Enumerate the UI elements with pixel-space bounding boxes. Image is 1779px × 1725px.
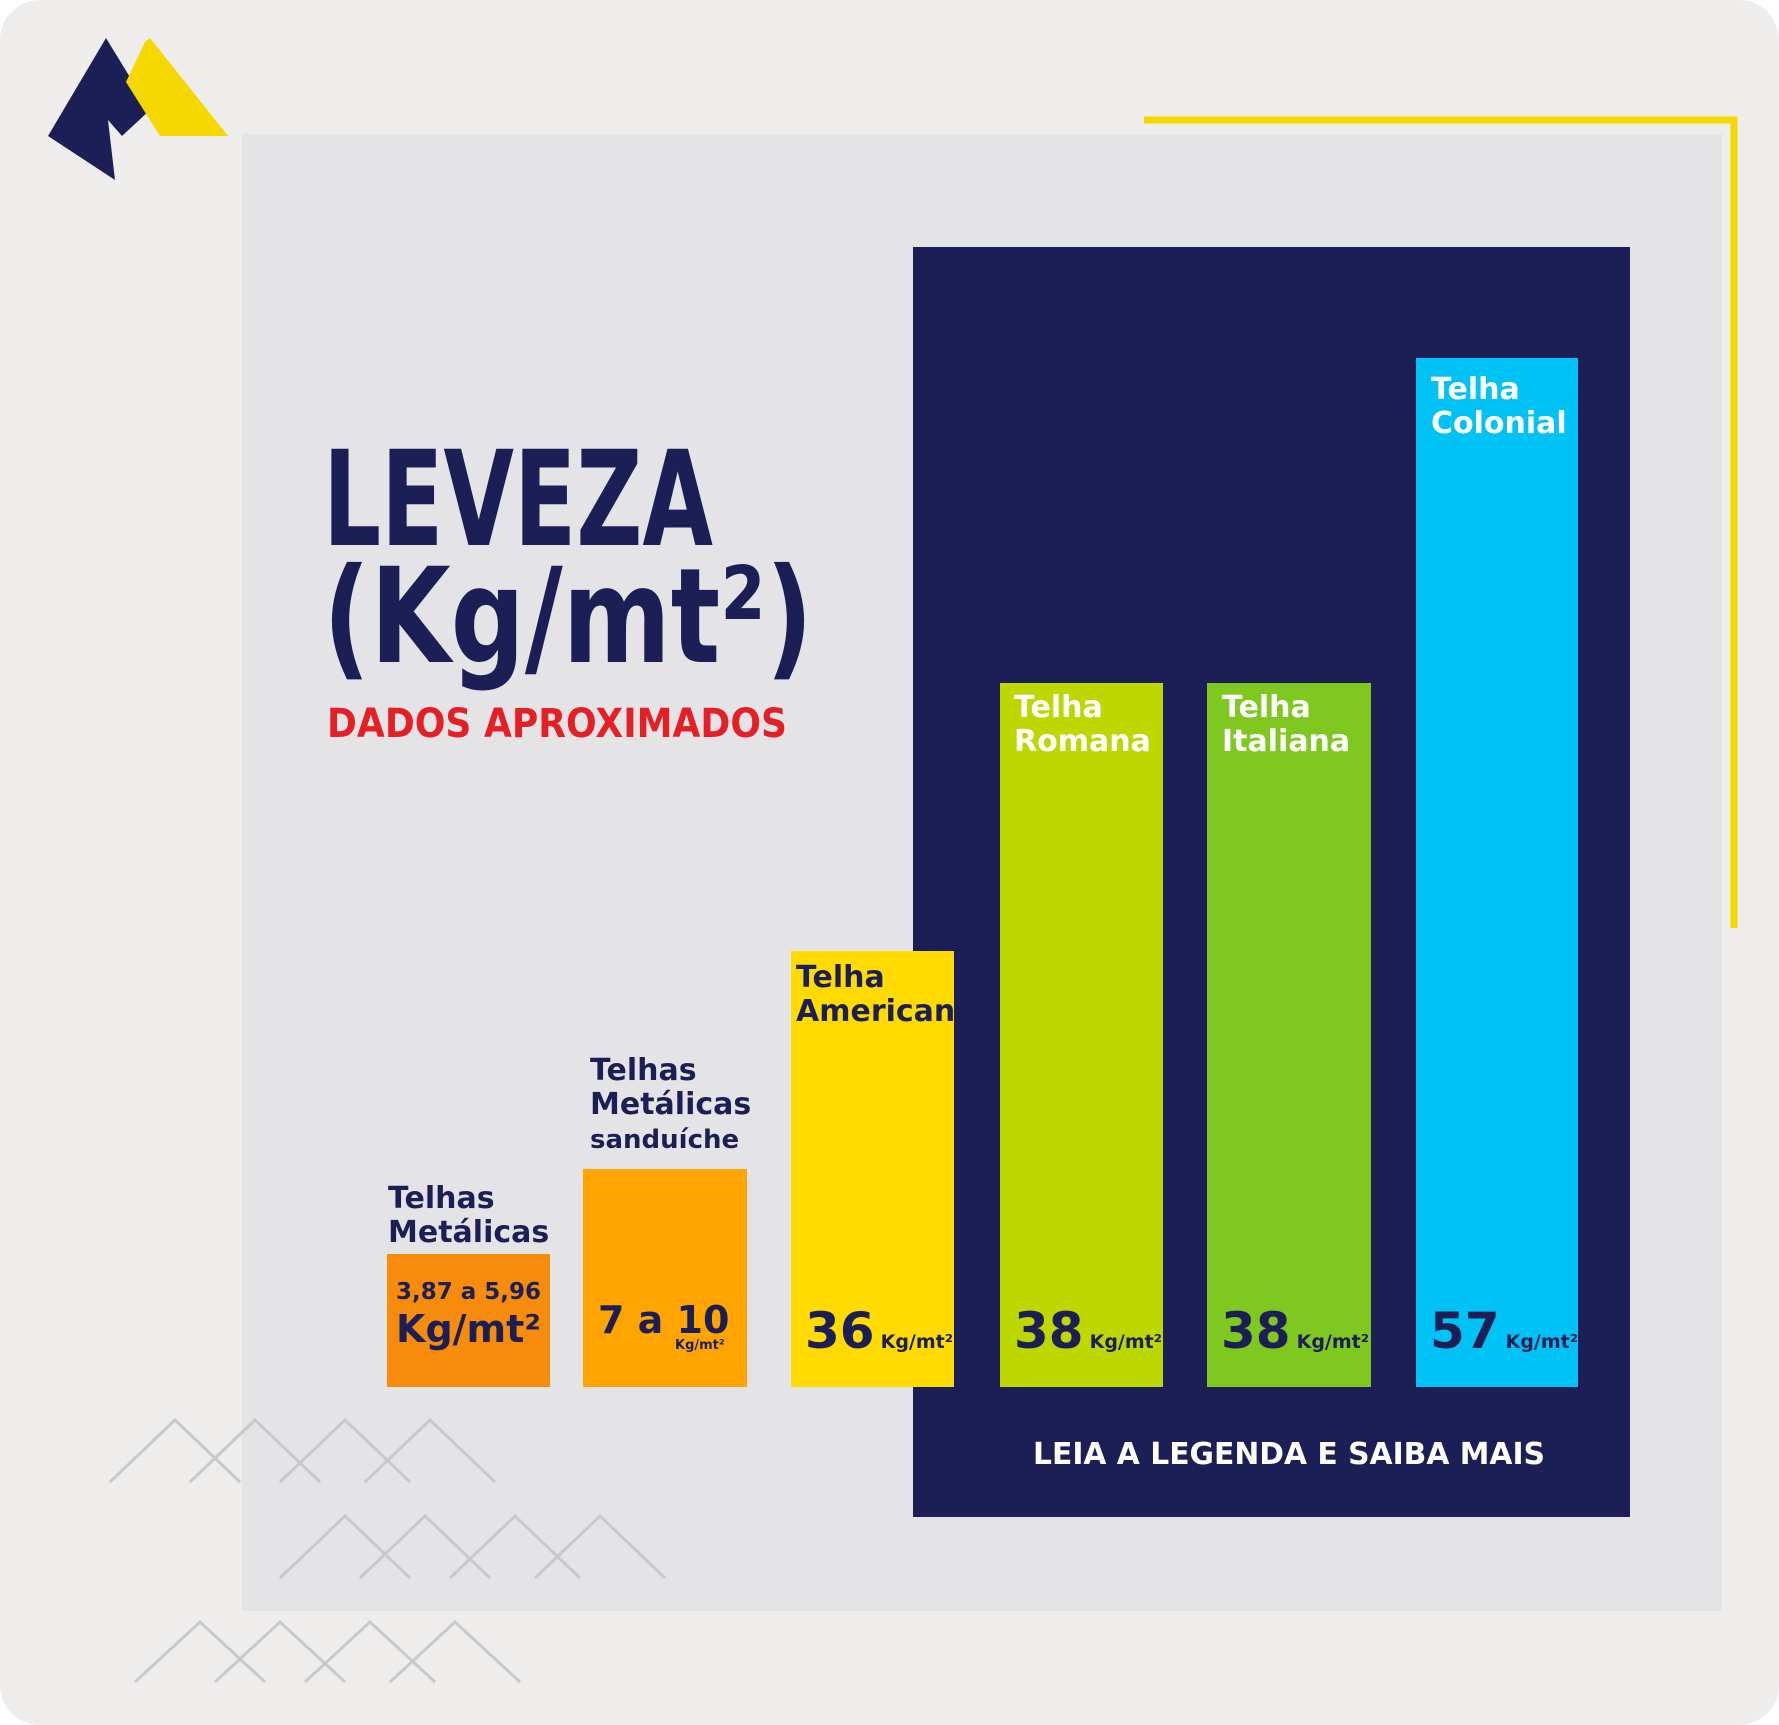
- unit: Kg/mt²: [1506, 1331, 1578, 1353]
- unit: Kg/mt²: [881, 1331, 953, 1353]
- bar: [387, 1254, 550, 1387]
- unit-label: Kg/mt²: [675, 1338, 725, 1353]
- bar-label: Telha: [1014, 690, 1103, 725]
- unit-title: (Kg/mt²): [323, 540, 813, 694]
- footer: LEIA A LEGENDA E SAIBA MAIS: [1033, 1437, 1545, 1472]
- bar-label: Metálicas: [388, 1215, 549, 1250]
- logo-yellow: [126, 38, 228, 136]
- bar: [583, 1169, 747, 1387]
- subtitle: DADOS APROXIMADOS: [327, 701, 787, 747]
- value: 38: [1014, 1302, 1084, 1360]
- bar-label: Colonial: [1431, 406, 1567, 441]
- unit: Kg/mt²: [1090, 1331, 1162, 1353]
- bar: [1000, 683, 1163, 1387]
- bar: [1207, 683, 1371, 1387]
- value: 38: [1221, 1302, 1291, 1360]
- unit-label: Kg/mt²: [396, 1307, 541, 1351]
- value-label: 57 Kg/mt²: [1430, 1302, 1578, 1360]
- bar-note: sanduíche: [590, 1125, 739, 1155]
- bar-label: Americana: [796, 994, 976, 1029]
- bar-label: Metálicas: [590, 1087, 751, 1122]
- logo-dark: [48, 38, 150, 180]
- unit: Kg/mt²: [1297, 1331, 1369, 1353]
- value: 57: [1430, 1302, 1500, 1360]
- bar: [1416, 358, 1578, 1387]
- value: 36: [805, 1302, 875, 1360]
- title: LEVEZA: [323, 423, 713, 577]
- bar-label: Italiana: [1222, 724, 1350, 759]
- value-label: 38 Kg/mt²: [1014, 1302, 1162, 1360]
- bar-label: Telha: [1431, 372, 1520, 407]
- value-label: 7 a 10: [598, 1298, 729, 1342]
- bar-label: Telhas: [590, 1053, 697, 1088]
- value-label: 38 Kg/mt²: [1221, 1302, 1369, 1360]
- bar-label: Telha: [796, 960, 885, 995]
- bar-label: Telha: [1222, 690, 1311, 725]
- bar-label: Telhas: [388, 1181, 495, 1216]
- bar-label: Romana: [1014, 724, 1151, 759]
- bar: [791, 951, 954, 1387]
- value-label: 3,87 a 5,96: [396, 1279, 541, 1305]
- decoration: [108, 1417, 667, 1684]
- value-label: 36 Kg/mt²: [805, 1302, 953, 1360]
- accent-line: [1144, 116, 1738, 928]
